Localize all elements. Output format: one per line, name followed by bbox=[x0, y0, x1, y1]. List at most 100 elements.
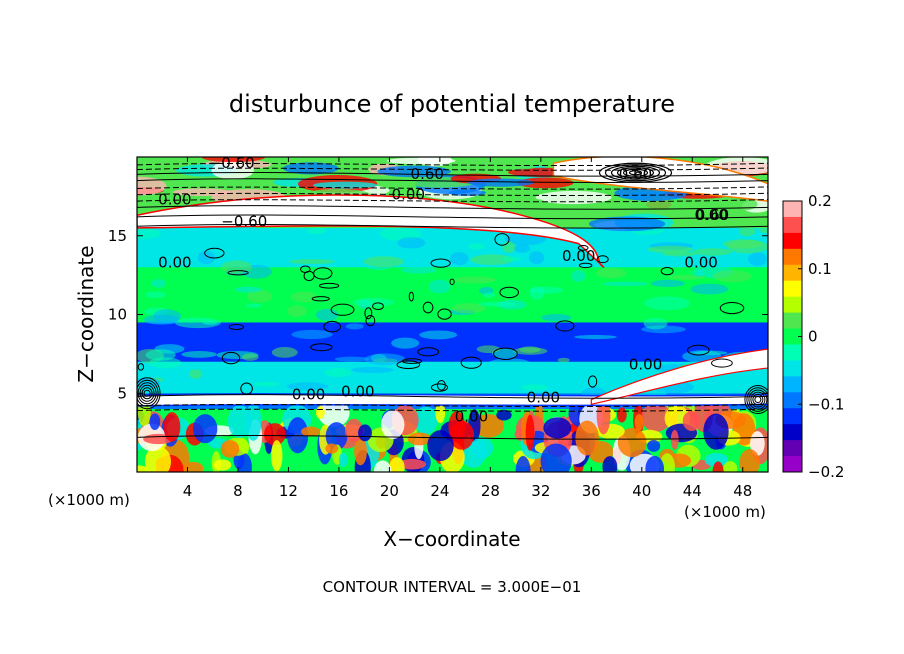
contour-loop bbox=[323, 320, 341, 333]
field-blob bbox=[666, 205, 697, 225]
contour-loop bbox=[303, 270, 315, 282]
contour-loop bbox=[555, 320, 575, 332]
field-blob bbox=[315, 308, 339, 321]
field-blob bbox=[286, 382, 329, 391]
field-blob bbox=[690, 283, 729, 295]
field-blob bbox=[241, 353, 259, 361]
contour-label: 0.00 bbox=[158, 190, 191, 208]
contour-label: 0.00 bbox=[629, 356, 662, 374]
contour-loop bbox=[417, 347, 440, 357]
field-blob bbox=[712, 461, 724, 472]
field-blob bbox=[246, 289, 273, 303]
colorbar-tick-label: −0.1 bbox=[808, 395, 844, 413]
field-blob bbox=[246, 303, 262, 308]
field-blob bbox=[616, 407, 627, 423]
colorbar-segment bbox=[783, 424, 802, 441]
contour-label: 0.60 bbox=[696, 206, 729, 224]
field-blob bbox=[137, 227, 161, 240]
field-blob bbox=[634, 414, 644, 431]
field-blob bbox=[748, 252, 767, 267]
field-blob bbox=[407, 432, 432, 446]
field-blob bbox=[643, 317, 668, 330]
field-blob bbox=[397, 237, 426, 249]
field-blob bbox=[496, 197, 544, 205]
field-blob bbox=[515, 456, 531, 472]
colorbar-segment bbox=[783, 376, 802, 393]
contour-loop bbox=[401, 358, 423, 364]
field-blob bbox=[317, 399, 350, 427]
field-blob bbox=[189, 369, 203, 379]
field-blob bbox=[698, 384, 742, 394]
field-blob bbox=[397, 458, 426, 470]
field-blob bbox=[358, 424, 372, 442]
field-blob bbox=[334, 356, 370, 362]
x-tick-label: 12 bbox=[279, 482, 298, 500]
contour-loop bbox=[577, 244, 589, 251]
field-blob bbox=[520, 384, 549, 391]
field-blob bbox=[220, 440, 240, 458]
colorbar-ticks: 0.2 0.1 0 −0.1 −0.2 bbox=[798, 192, 844, 481]
field-blob bbox=[236, 255, 265, 262]
field-blob bbox=[401, 266, 437, 274]
x-tick-label: 40 bbox=[632, 482, 651, 500]
field-blob bbox=[602, 456, 618, 472]
contour-label: 0.00 bbox=[562, 247, 595, 265]
contour-line-negative bbox=[137, 199, 768, 203]
field-blob bbox=[287, 417, 309, 454]
field-blob bbox=[192, 414, 218, 444]
contour-loop bbox=[748, 389, 768, 410]
contour-labels: −0.600.000.600.000.600.000.60−0.600.00 0.… bbox=[158, 157, 729, 426]
field-blob bbox=[574, 334, 617, 340]
field-blob bbox=[525, 414, 535, 451]
field-blob bbox=[325, 443, 339, 454]
field-blob bbox=[427, 430, 454, 462]
colorbar-segment bbox=[783, 328, 802, 345]
contour-loop bbox=[460, 356, 482, 369]
field-blob bbox=[435, 401, 446, 424]
contour-loop bbox=[719, 302, 745, 315]
contour-loop bbox=[364, 307, 373, 320]
x-right-unit: (×1000 m) bbox=[684, 503, 766, 521]
field-blob bbox=[245, 402, 262, 441]
field-blob bbox=[449, 252, 469, 266]
contour-loop bbox=[422, 301, 434, 314]
field-blob bbox=[502, 241, 516, 253]
contour-label: 0.00 bbox=[684, 253, 717, 271]
colorbar-segment bbox=[783, 264, 802, 282]
field-blob bbox=[183, 461, 204, 472]
x-tick-label: 44 bbox=[683, 482, 702, 500]
contour-loop bbox=[221, 351, 241, 365]
field-blob bbox=[449, 420, 475, 450]
z-tick-label: 5 bbox=[117, 384, 127, 402]
field-blob bbox=[529, 286, 545, 300]
field-blob bbox=[739, 226, 756, 237]
field-blob bbox=[287, 305, 307, 317]
contour-loop bbox=[588, 375, 598, 388]
field-blob bbox=[617, 427, 647, 458]
contour-line-negative bbox=[137, 186, 768, 190]
colorbar bbox=[782, 200, 803, 473]
contour-loop bbox=[493, 347, 518, 360]
field-blob bbox=[181, 350, 217, 358]
field-blob bbox=[363, 256, 404, 268]
contour-line-negative bbox=[137, 403, 768, 408]
x-tick-label: 20 bbox=[380, 482, 399, 500]
field-blob bbox=[391, 337, 420, 349]
field-blob bbox=[271, 347, 298, 358]
field-blob bbox=[144, 446, 172, 472]
field-blob bbox=[647, 440, 661, 452]
contour-label: 0.00 bbox=[292, 386, 325, 404]
field-blob bbox=[288, 259, 335, 265]
contour-loop bbox=[750, 391, 766, 408]
contour-loop bbox=[143, 389, 151, 397]
field-blob bbox=[575, 420, 599, 456]
field-blob bbox=[580, 362, 601, 369]
field-blob bbox=[263, 423, 286, 446]
field-blob bbox=[202, 320, 218, 325]
field-blob bbox=[301, 426, 321, 437]
contour-line bbox=[137, 435, 768, 440]
field-blob bbox=[509, 162, 537, 170]
colorbar-segment bbox=[783, 344, 802, 361]
x-tick-label: 8 bbox=[233, 482, 243, 500]
